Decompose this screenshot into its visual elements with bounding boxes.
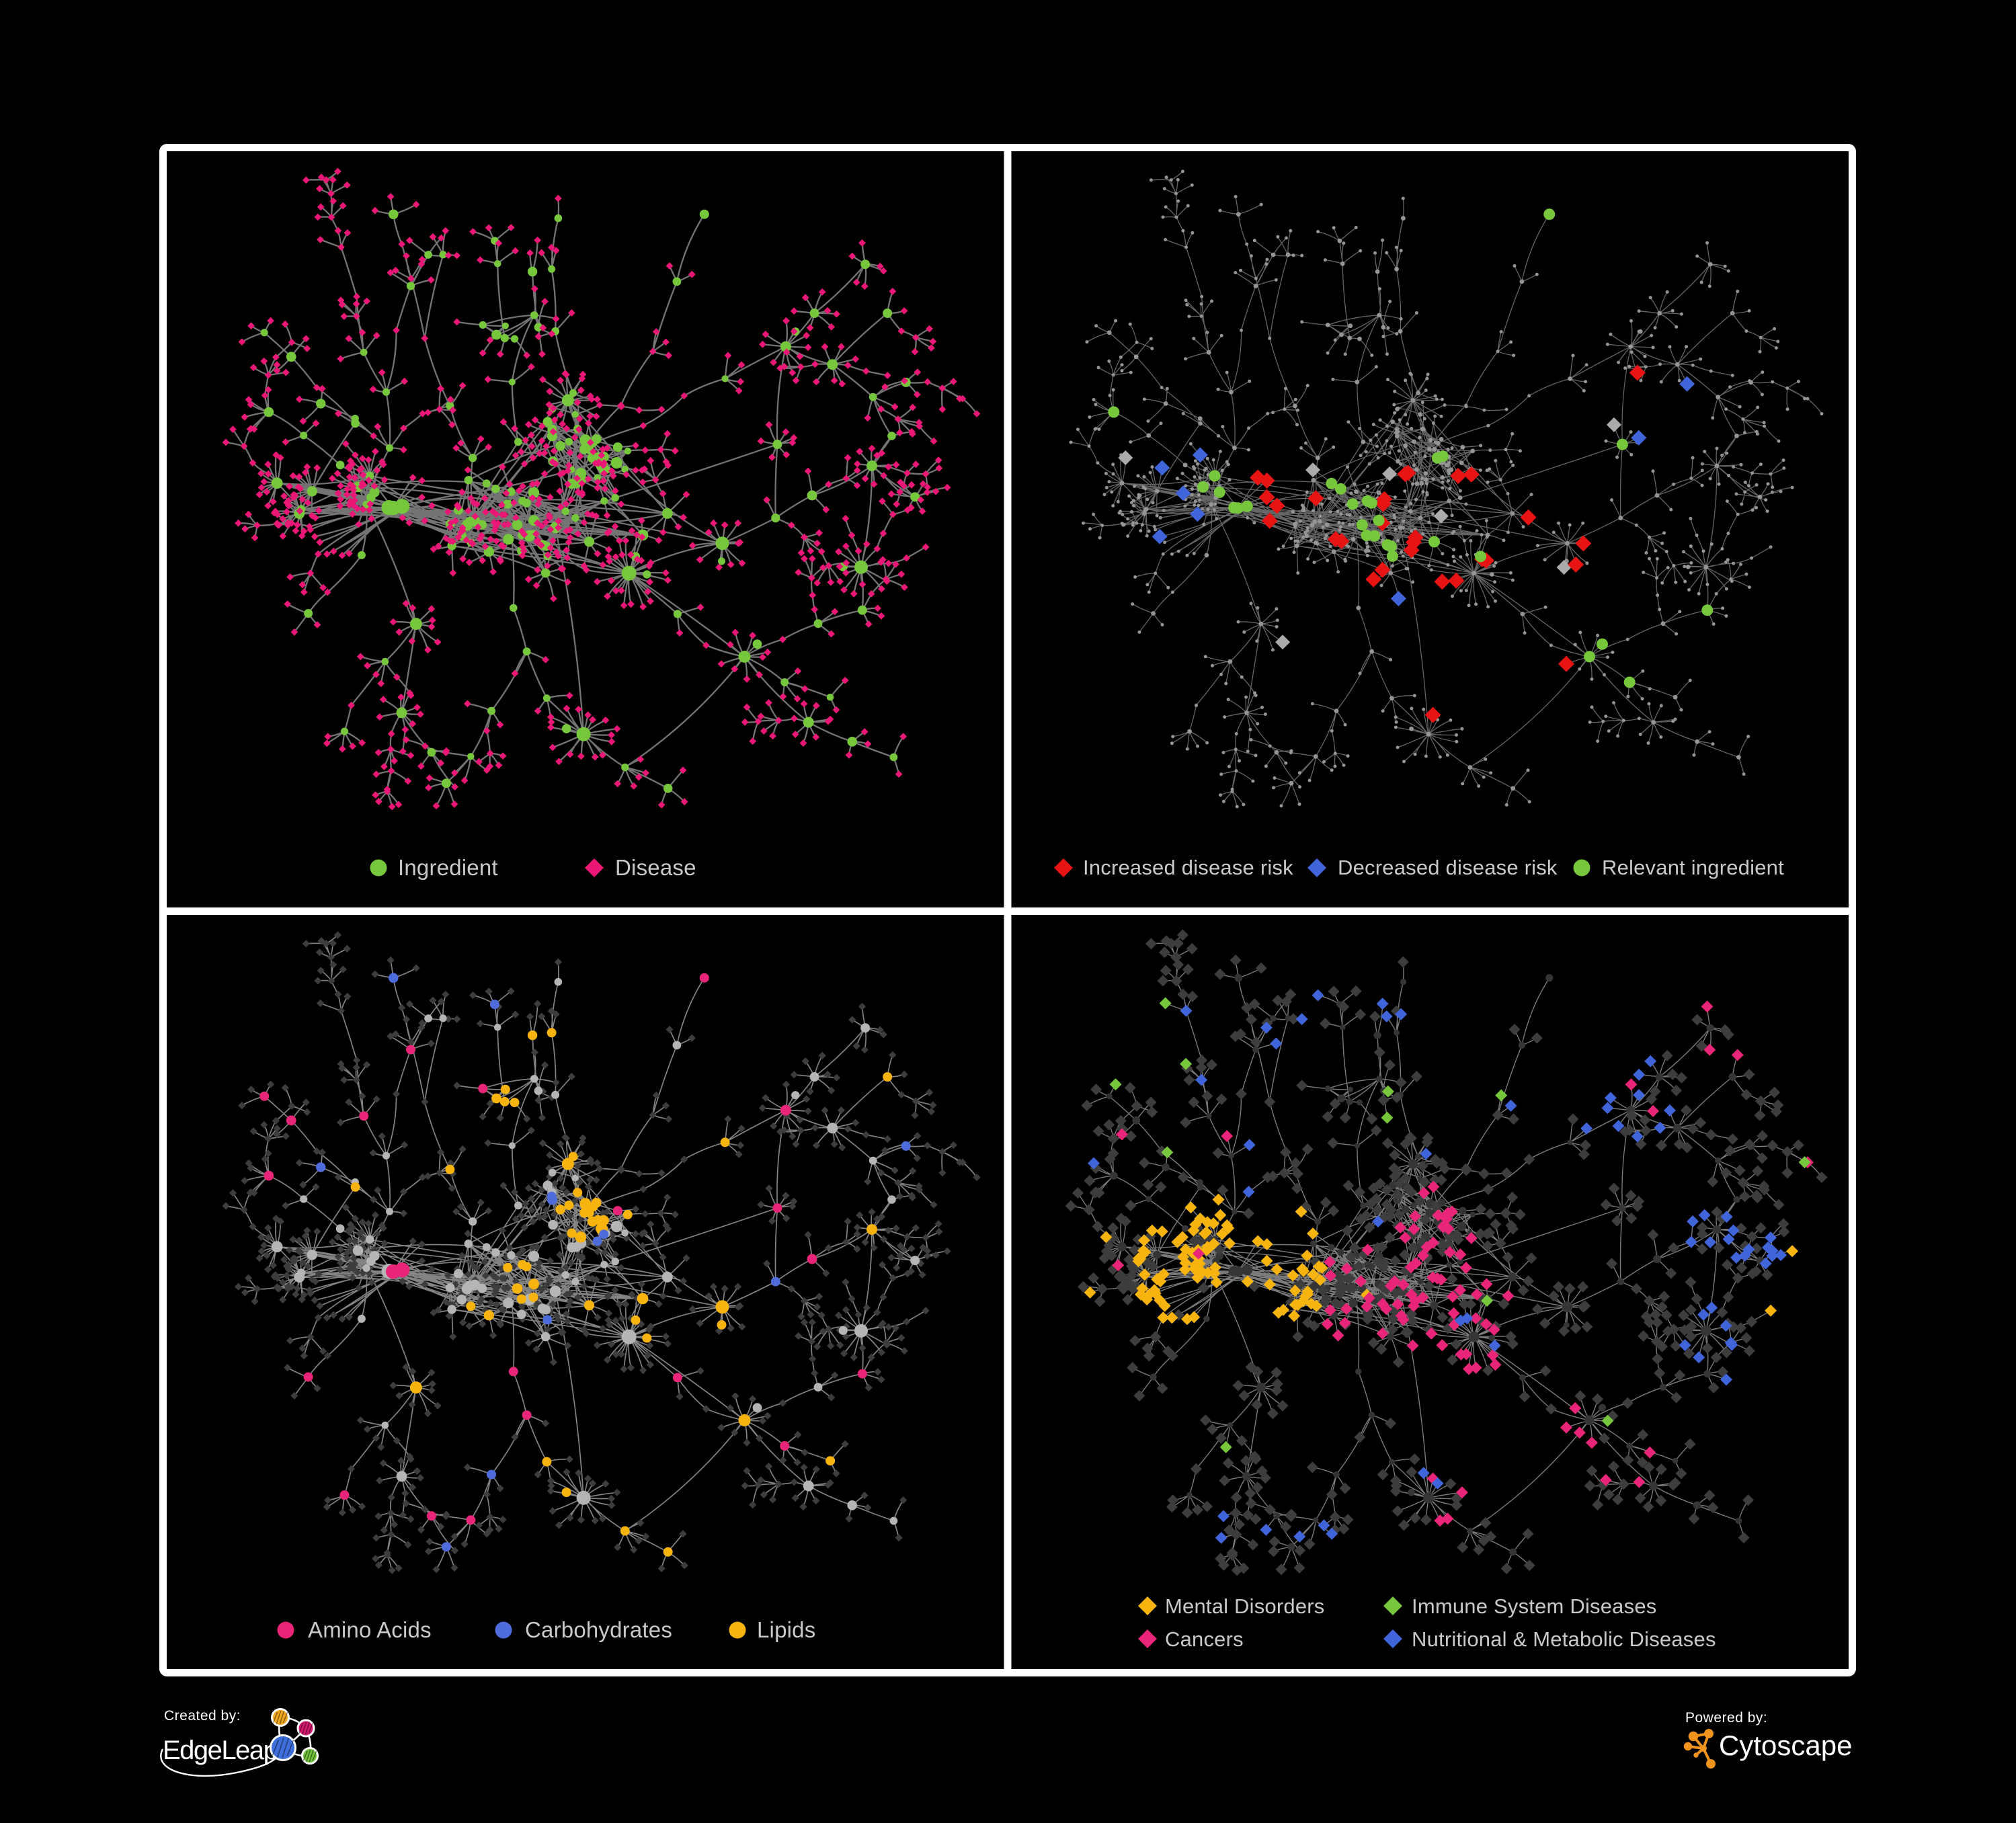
svg-text:Carbohydrates: Carbohydrates — [525, 1617, 672, 1642]
svg-text:Relevant ingredient: Relevant ingredient — [1602, 856, 1784, 879]
svg-text:Cancers: Cancers — [1165, 1627, 1244, 1651]
svg-text:Ingredient: Ingredient — [398, 855, 498, 880]
svg-text:Nutritional & Metabolic Diseas: Nutritional & Metabolic Diseases — [1412, 1627, 1716, 1651]
svg-text:Cytoscape: Cytoscape — [1719, 1730, 1852, 1761]
svg-text:Disease: Disease — [615, 855, 696, 880]
svg-text:Created by:: Created by: — [164, 1708, 241, 1724]
svg-text:Mental Disorders: Mental Disorders — [1165, 1594, 1325, 1618]
svg-text:Increased disease risk: Increased disease risk — [1083, 856, 1293, 879]
svg-text:Immune System Diseases: Immune System Diseases — [1412, 1594, 1656, 1618]
svg-text:Lipids: Lipids — [757, 1617, 815, 1642]
svg-text:Powered by:: Powered by: — [1685, 1710, 1767, 1726]
svg-text:Decreased disease risk: Decreased disease risk — [1338, 856, 1558, 879]
svg-text:Amino Acids: Amino Acids — [308, 1617, 432, 1642]
svg-text:EdgeLeap: EdgeLeap — [163, 1736, 278, 1765]
